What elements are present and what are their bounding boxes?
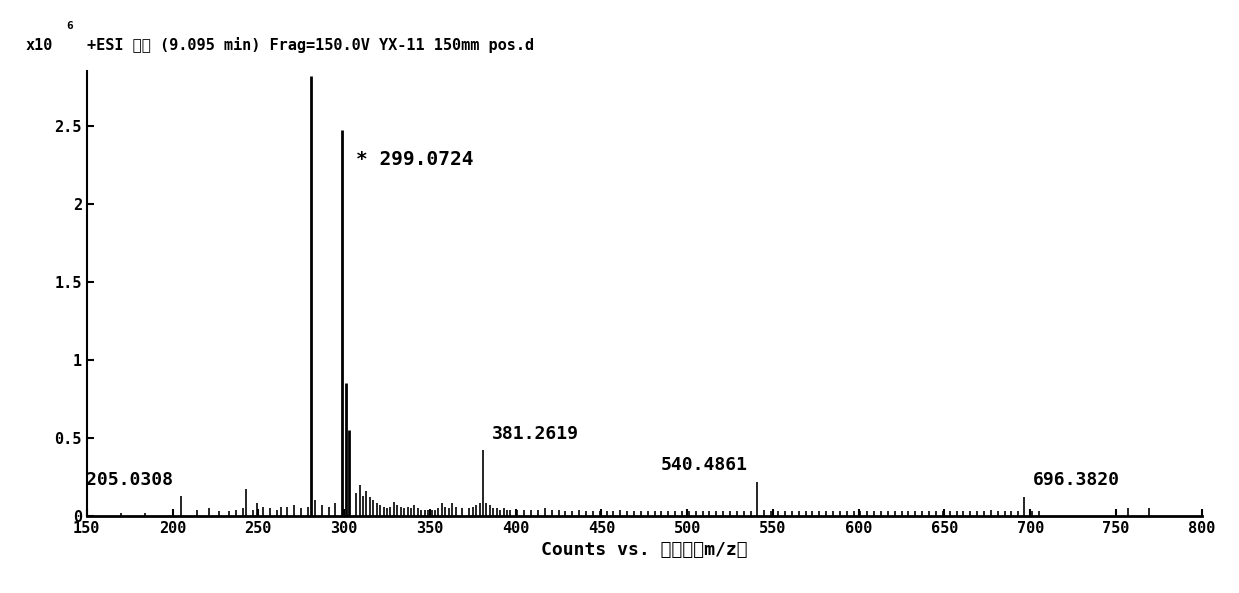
X-axis label: Counts vs. 质荷比（m/z）: Counts vs. 质荷比（m/z）: [541, 541, 747, 559]
Text: x10: x10: [26, 39, 53, 53]
Text: 381.2619: 381.2619: [492, 425, 579, 442]
Text: * 299.0724: * 299.0724: [356, 151, 473, 170]
Text: 540.4861: 540.4861: [662, 456, 748, 474]
Text: +ESI 扫描 (9.095 min) Frag=150.0V YX-11 150mm pos.d: +ESI 扫描 (9.095 min) Frag=150.0V YX-11 15…: [87, 37, 534, 53]
Text: 6: 6: [67, 21, 73, 31]
Text: 205.0308: 205.0308: [85, 471, 172, 489]
Text: 696.3820: 696.3820: [1032, 471, 1120, 489]
